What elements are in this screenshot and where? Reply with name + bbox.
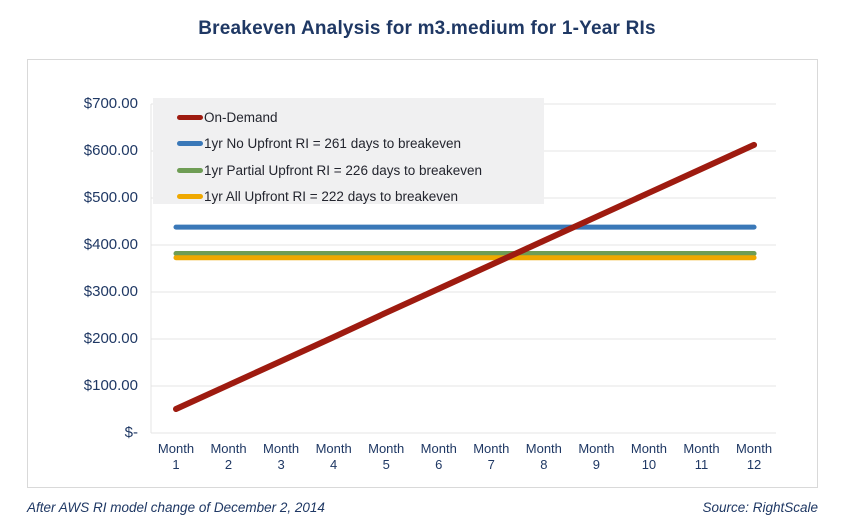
legend-entry: 1yr All Upfront RI = 222 days to breakev… — [153, 184, 544, 211]
y-axis-tick-label: $400.00 — [83, 236, 138, 253]
x-axis-tick-label: Month 11 — [683, 441, 720, 472]
legend-line-swatch — [177, 141, 203, 147]
legend-label: 1yr No Upfront RI = 261 days to breakeve… — [204, 136, 462, 152]
footer-note: After AWS RI model change of December 2,… — [27, 499, 325, 515]
y-axis-tick-label: $- — [124, 424, 138, 441]
x-axis-tick-label: Month 4 — [315, 441, 352, 472]
x-axis-tick-label: Month 2 — [210, 441, 247, 472]
x-axis-tick-label: Month 12 — [735, 441, 773, 472]
y-axis-tick-label: $600.00 — [83, 142, 138, 159]
x-axis-tick-label: Month 10 — [630, 441, 667, 472]
y-axis-tick-label: $300.00 — [83, 283, 138, 300]
chart-footer: After AWS RI model change of December 2,… — [27, 497, 818, 517]
chart-title: Breakeven Analysis for m3.medium for 1-Y… — [198, 18, 656, 39]
legend-label: 1yr Partial Upfront RI = 226 days to bre… — [204, 162, 483, 178]
chart-legend: On-Demand 1yr No Upfront RI = 261 days to… — [153, 98, 544, 204]
legend-entry: 1yr Partial Upfront RI = 226 days to bre… — [153, 157, 544, 184]
series-line-on_demand — [173, 141, 758, 413]
legend-entry: On-Demand — [153, 104, 544, 131]
y-axis-tick-label: $100.00 — [83, 377, 138, 394]
x-axis-tick-label: Month 1 — [157, 441, 195, 472]
legend-entry: 1yr No Upfront RI = 261 days to breakeve… — [153, 131, 544, 158]
legend-label: 1yr All Upfront RI = 222 days to breakev… — [204, 189, 459, 205]
x-axis-tick-label: Month 7 — [473, 441, 510, 472]
legend-line-swatch — [177, 167, 203, 173]
chart-panel: $700.00 $600.00 $500.00 $400.00 $300.00 $200.… — [27, 59, 818, 488]
chart-plot — [150, 103, 776, 434]
y-axis-tick-label: $700.00 — [83, 95, 138, 112]
x-axis-tick-label: Month 8 — [525, 441, 562, 472]
footer-source: Source: RightScale — [702, 499, 818, 515]
legend-label: On-Demand — [204, 109, 278, 125]
x-axis-tick-label: Month 9 — [578, 441, 615, 472]
x-axis-tick-label: Month 5 — [368, 441, 405, 472]
legend-line-swatch — [177, 114, 203, 120]
y-axis-tick-label: $200.00 — [83, 330, 138, 347]
legend-line-swatch — [177, 194, 203, 200]
x-axis-tick-label: Month 6 — [420, 441, 457, 472]
y-axis-tick-label: $500.00 — [83, 189, 138, 206]
x-axis-tick-label: Month 3 — [263, 441, 300, 472]
